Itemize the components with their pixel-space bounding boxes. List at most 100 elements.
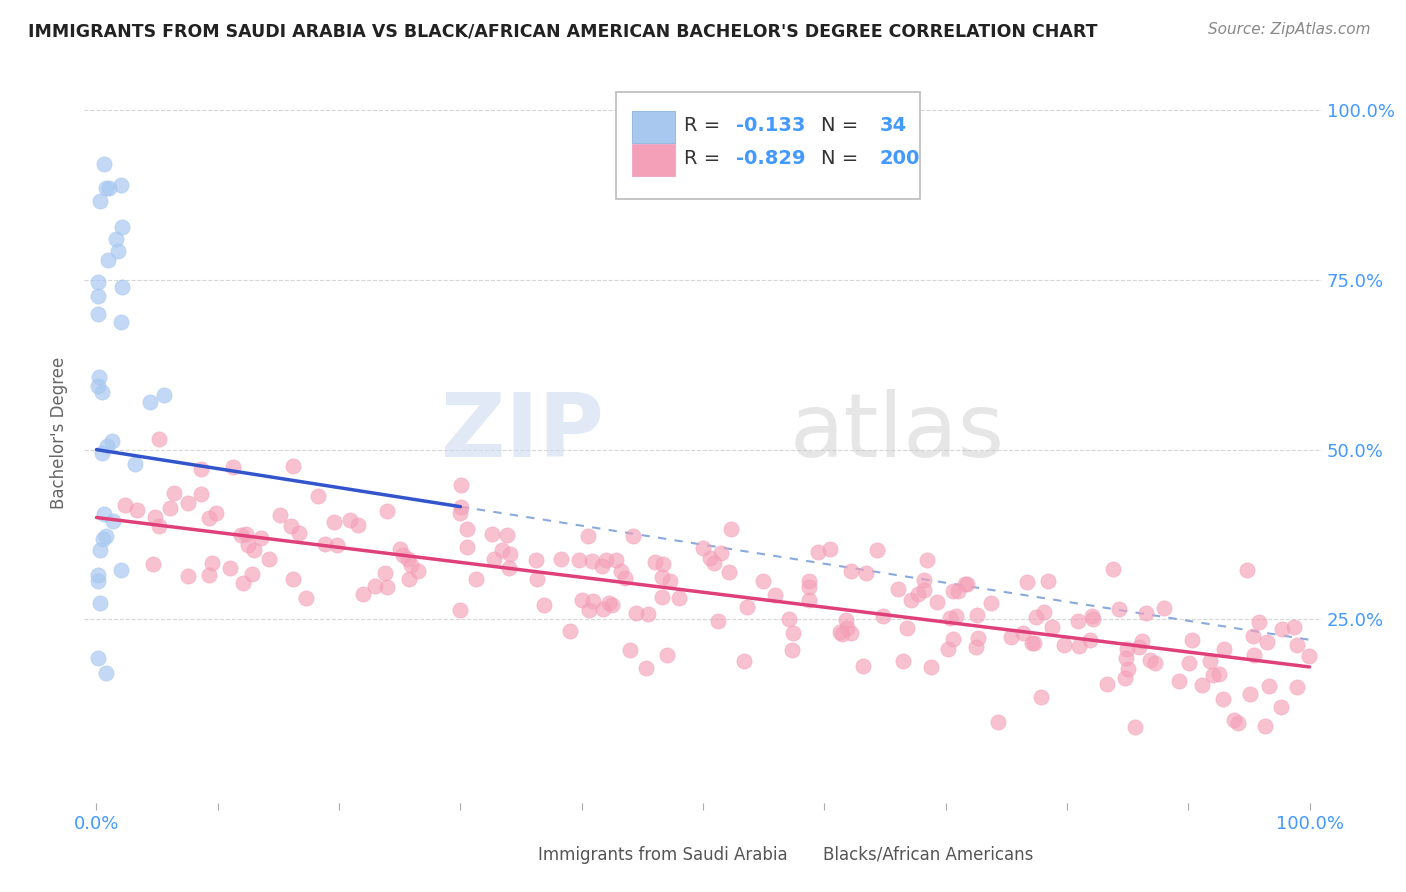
Point [872,609,894,624]
Point [855,566,877,580]
Point [1114,672,1136,686]
Point [914,573,936,587]
Point [839,564,862,578]
Point [1226,715,1249,730]
Point [496,527,519,541]
Point [201,556,224,570]
Point [97,252,120,267]
Point [526,572,548,586]
Point [1078,633,1101,648]
Point [737,599,759,614]
Point [1285,638,1308,652]
Text: Blacks/African Americans: Blacks/African Americans [823,846,1033,863]
Point [153,388,176,402]
Point [197,567,219,582]
Point [887,582,910,596]
Point [96,439,118,453]
Point [110,316,132,330]
Point [491,542,513,557]
Point [281,572,304,586]
Point [375,503,398,517]
Point [1025,610,1047,624]
Point [900,593,922,607]
Point [1125,720,1147,734]
Point [650,570,672,584]
Text: R =: R = [685,149,727,169]
Point [828,625,851,640]
Point [127,503,149,517]
Point [86,275,108,289]
Point [163,485,186,500]
Point [659,574,682,588]
Point [1181,632,1204,647]
Point [797,593,820,607]
Point [613,571,636,585]
Point [159,501,181,516]
Point [1199,654,1222,668]
Y-axis label: Bachelor's Degree: Bachelor's Degree [51,357,69,508]
Point [1040,619,1063,633]
Point [1021,636,1043,650]
Point [148,432,170,446]
Point [110,178,132,192]
Point [93,156,115,170]
Point [1241,630,1264,644]
Point [720,522,742,536]
Text: Immigrants from Saudi Arabia: Immigrants from Saudi Arabia [538,846,789,863]
FancyBboxPatch shape [633,111,675,143]
Point [600,598,623,612]
Point [624,607,647,621]
Point [592,601,614,615]
Point [835,613,858,627]
Point [1271,622,1294,636]
Point [222,460,245,475]
Point [1081,608,1104,623]
Point [231,576,253,591]
Point [1167,673,1189,688]
Point [100,434,122,449]
Point [96,180,118,194]
Point [124,458,146,472]
Point [1011,626,1033,640]
Point [1102,562,1125,576]
Point [449,506,471,520]
Point [89,543,111,558]
Point [482,552,505,566]
Text: 200: 200 [880,149,921,169]
Point [352,587,374,601]
Point [1115,650,1137,665]
Point [96,665,118,680]
Point [399,558,422,572]
Point [1298,648,1320,663]
Point [1222,713,1244,727]
Point [280,519,302,533]
Point [229,528,252,542]
Point [837,621,859,635]
Point [90,446,112,460]
FancyBboxPatch shape [787,842,820,867]
Point [891,654,914,668]
Point [307,489,329,503]
Text: atlas: atlas [790,389,1005,476]
Point [235,526,257,541]
Point [449,603,471,617]
Point [907,587,929,601]
Point [94,529,117,543]
Point [111,279,134,293]
Point [481,527,503,541]
Point [257,551,280,566]
Point [637,607,659,621]
Point [86,650,108,665]
Point [780,643,803,657]
Point [1153,601,1175,615]
Point [621,529,644,543]
Point [657,648,679,662]
Point [105,232,128,246]
Point [1139,652,1161,666]
Text: R =: R = [685,116,727,135]
Point [1130,634,1153,648]
Point [219,561,242,575]
Point [339,513,361,527]
Point [143,510,166,524]
Point [651,591,673,605]
